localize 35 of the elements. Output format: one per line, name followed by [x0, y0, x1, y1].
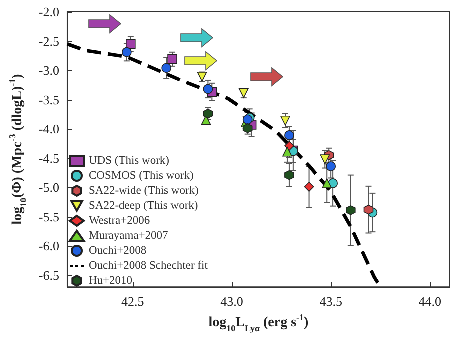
x-tick-label: 43.5	[320, 294, 342, 310]
point	[280, 116, 290, 126]
legend-label: UDS (This work)	[89, 155, 170, 167]
legend-label: COSMOS (This work)	[89, 170, 194, 182]
y-tick-label: -4.0	[38, 122, 60, 137]
x-tick-label: 43.0	[220, 294, 244, 310]
y-tick-label: -6.5	[38, 268, 60, 283]
point	[126, 39, 136, 50]
y-tick-label: -5.0	[38, 180, 60, 196]
legend-label: Hu+2010	[89, 275, 133, 287]
point	[364, 204, 374, 215]
y-axis-title: log10(Φ) (Mpc-3 (dlogL)-1)	[8, 74, 28, 225]
y-tick-label: -3.5	[38, 92, 60, 108]
point	[346, 206, 356, 216]
x-tick-label: 42.5	[122, 294, 144, 310]
legend-label: SA22-deep (This work)	[89, 200, 198, 212]
point	[284, 170, 294, 180]
legend-label: SA22-wide (This work)	[89, 185, 200, 197]
point	[168, 54, 178, 64]
legend-label: Westra+2006	[89, 215, 150, 227]
legend-label: Ouchi+2008	[89, 245, 147, 257]
y-tick-label: -5.5	[38, 209, 60, 224]
y-tick-label: -2.5	[38, 34, 60, 49]
y-tick-label: -4.5	[38, 150, 60, 166]
legend-label: Murayama+2007	[89, 230, 169, 242]
legend-label: Ouchi+2008 Schechter fit	[89, 260, 209, 272]
y-tick-label: -6.0	[38, 238, 60, 254]
point	[322, 178, 332, 188]
point	[122, 47, 132, 58]
point	[162, 63, 172, 74]
point	[304, 182, 314, 192]
y-tick-label: -2.0	[38, 4, 60, 20]
point	[203, 84, 214, 94]
y-tick-label: -3.0	[38, 63, 60, 78]
x-tick-label: 44.0	[418, 294, 442, 310]
